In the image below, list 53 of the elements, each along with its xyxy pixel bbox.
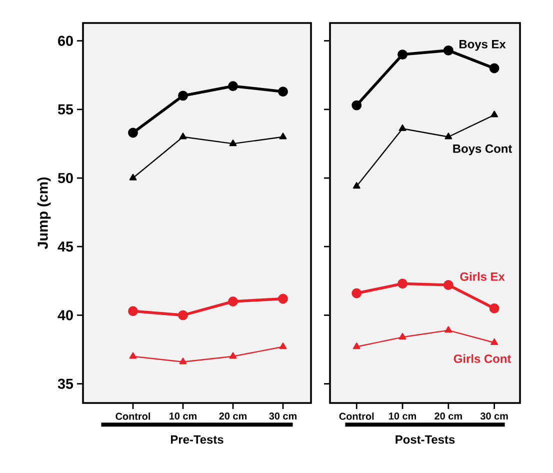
point	[352, 100, 362, 110]
point	[228, 296, 238, 306]
point	[398, 50, 408, 60]
x-tick-label: 10 cm	[170, 412, 197, 420]
y-tick-label: 45	[58, 242, 74, 252]
point	[443, 45, 454, 56]
point	[398, 332, 406, 340]
x-tick-label: Control	[116, 412, 150, 420]
y-tick-label: 55	[58, 104, 74, 114]
point	[229, 140, 237, 146]
y-axis-title: Jump (cm)	[37, 177, 51, 250]
point	[490, 338, 498, 346]
y-tick-label: 60	[58, 36, 73, 46]
x-tick-label: 30 cm	[480, 412, 508, 420]
point	[279, 342, 287, 350]
point	[489, 303, 500, 314]
x-tick-label: 20 cm	[434, 412, 462, 420]
point	[128, 128, 138, 138]
x-tick-label: 20 cm	[219, 412, 247, 420]
point	[229, 352, 237, 359]
point	[352, 342, 360, 350]
series-label: Girls Ex	[460, 272, 505, 281]
point	[398, 278, 408, 289]
point	[444, 132, 452, 140]
point	[128, 306, 138, 316]
series-label: Girls Cont	[454, 354, 512, 363]
point	[444, 326, 452, 333]
point	[179, 358, 187, 364]
x-axis-title: Pre-Tests	[171, 435, 224, 444]
point	[443, 280, 454, 290]
series-label: Boys Ex	[460, 40, 506, 51]
point	[352, 288, 362, 298]
x-axis-title: Post-Tests	[396, 435, 455, 444]
y-tick-label: 50	[58, 172, 73, 184]
point	[398, 124, 406, 132]
point	[178, 90, 188, 101]
point	[179, 132, 187, 140]
x-tick-label: 30 cm	[269, 412, 297, 420]
point	[352, 182, 360, 189]
y-tick-label: 35	[58, 378, 74, 389]
x-tick-label: Control	[339, 412, 374, 420]
x-tick-label: 10 cm	[389, 412, 416, 420]
point	[129, 174, 137, 180]
point	[278, 86, 288, 97]
point	[129, 352, 137, 359]
series-label: Boys Cont	[453, 144, 512, 156]
y-tick-label: 40	[58, 310, 73, 320]
point	[279, 132, 287, 140]
point	[228, 81, 238, 92]
point	[278, 294, 288, 304]
point	[489, 63, 500, 74]
point	[178, 310, 188, 320]
point	[490, 110, 498, 118]
